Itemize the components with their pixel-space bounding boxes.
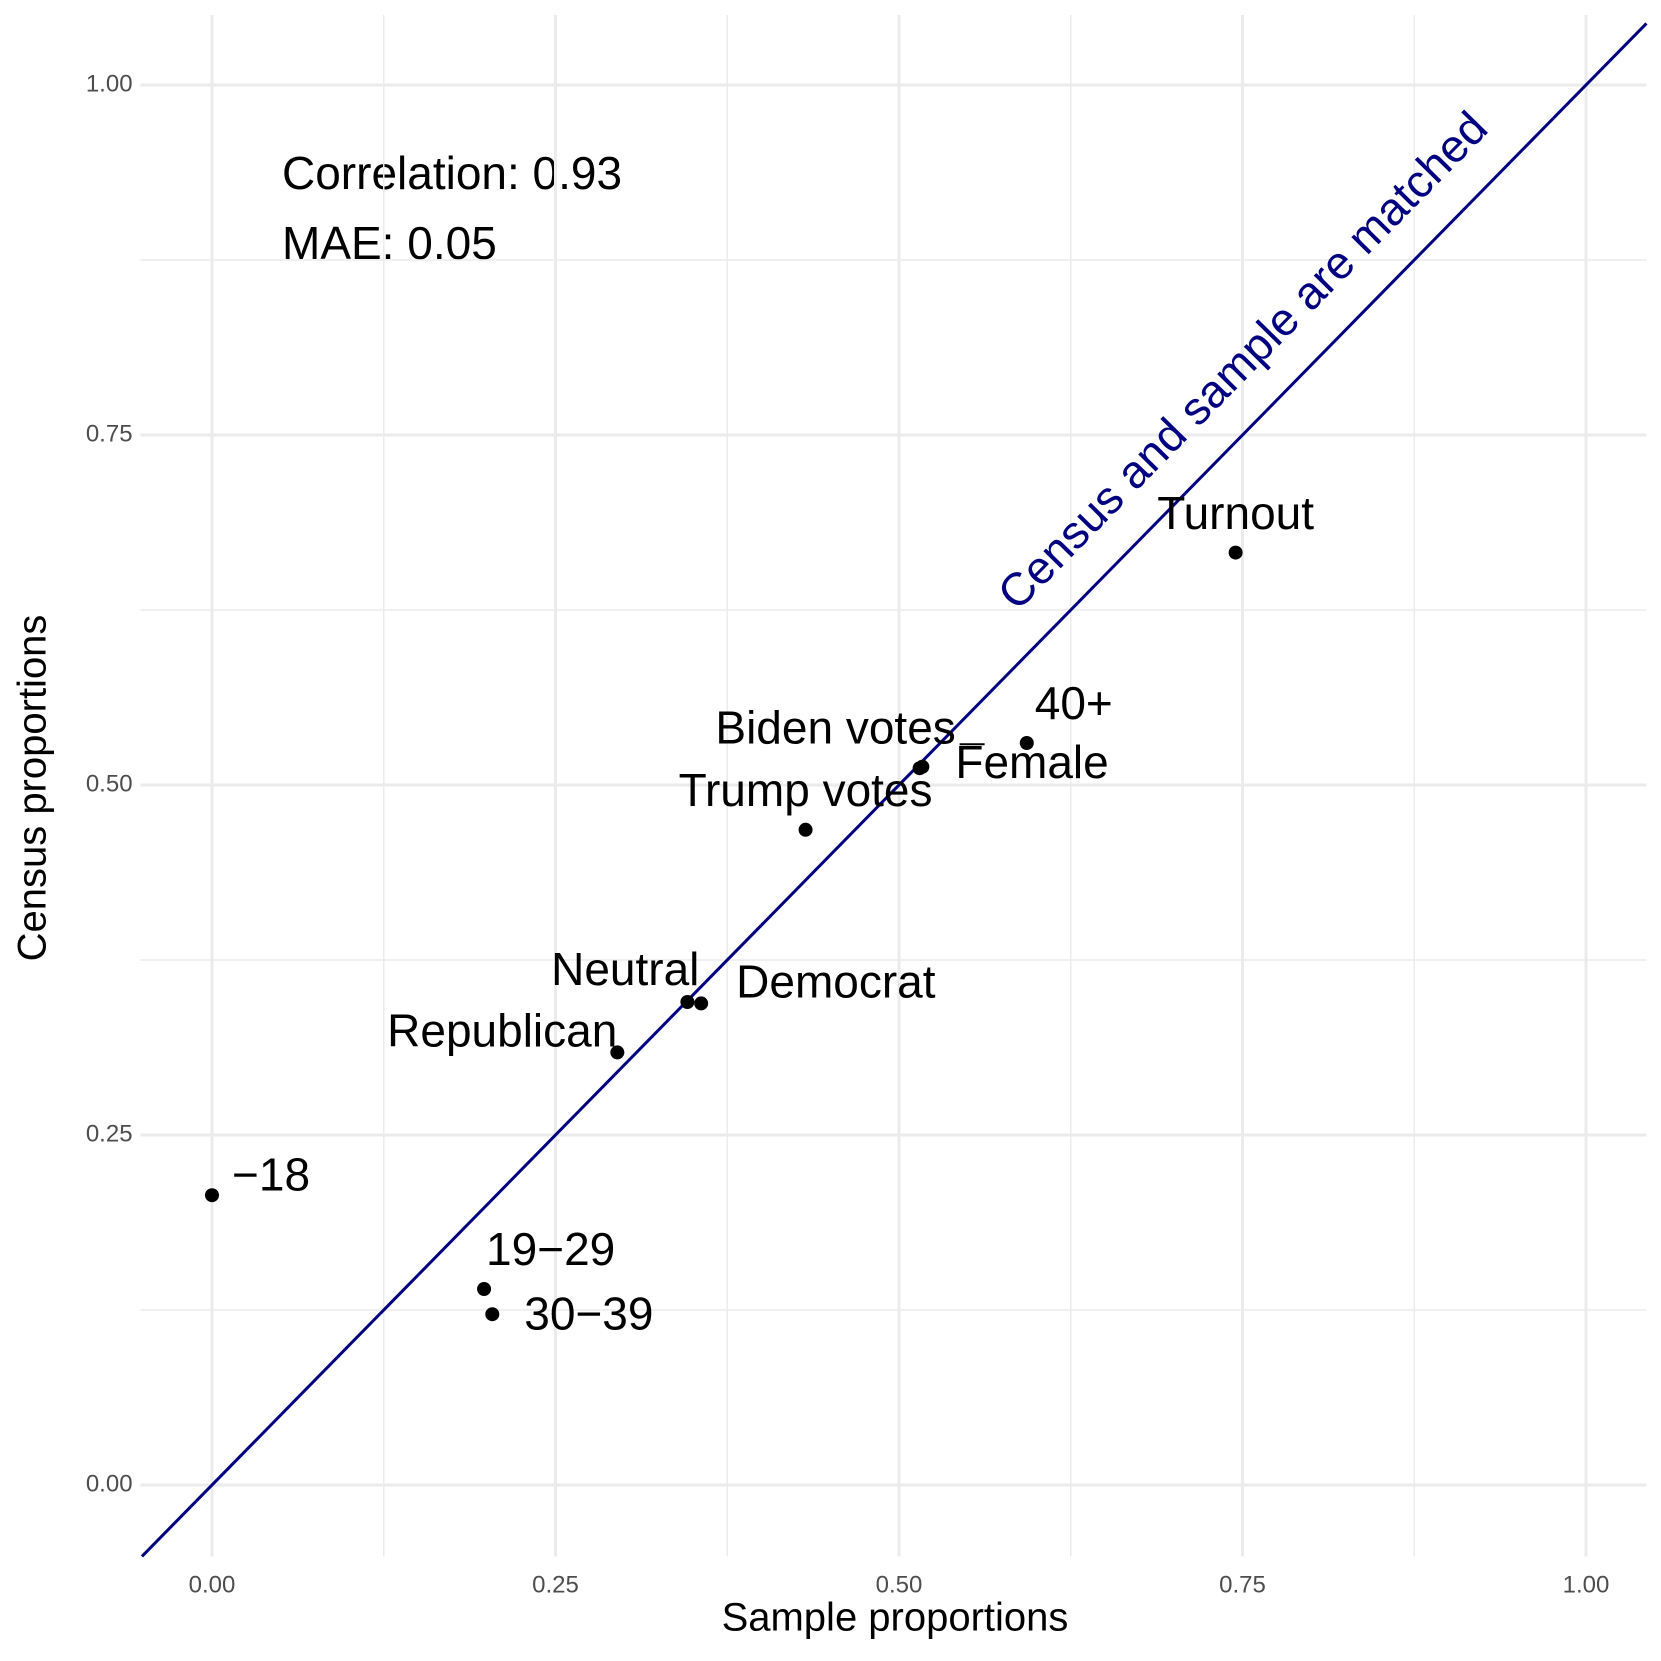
point-label: 40+ (1035, 677, 1113, 729)
point (798, 822, 813, 837)
x-tick-label: 0.25 (532, 1572, 579, 1599)
x-tick-label: 1.00 (1563, 1572, 1610, 1599)
point (1019, 736, 1034, 750)
point (610, 1045, 625, 1060)
x-tick-label: 0.00 (189, 1572, 236, 1599)
point-label: Republican (387, 1005, 617, 1057)
y-tick-label: 0.25 (86, 1120, 133, 1147)
x-tick-label: 0.50 (876, 1572, 923, 1599)
point (485, 1307, 500, 1322)
reference-line (140, 22, 1648, 1558)
y-tick-label: 1.00 (86, 70, 133, 97)
y-tick-label: 0.00 (86, 1470, 133, 1497)
point (477, 1282, 492, 1296)
point-label: Neutral (551, 943, 699, 995)
point-label: Democrat (736, 956, 936, 1008)
point (680, 995, 695, 1009)
point-label: 30−39 (524, 1287, 653, 1339)
annotation: Correlation: 0.93 (282, 147, 622, 199)
point (694, 996, 709, 1011)
point-label: Trump votes (679, 764, 933, 816)
point-label: 19−29 (486, 1223, 615, 1275)
point (915, 759, 930, 774)
x-tick-label: 0.75 (1219, 1572, 1266, 1599)
y-axis-title: Census proportions (11, 615, 55, 962)
annotation: MAE: 0.05 (282, 217, 497, 269)
point-label: Turnout (1157, 487, 1314, 539)
point (205, 1188, 219, 1203)
point-label: Biden votes (715, 701, 955, 753)
point (1228, 545, 1243, 560)
x-axis-title: Sample proportions (722, 1596, 1069, 1640)
y-tick-label: 0.50 (86, 770, 133, 797)
y-tick-label: 0.75 (86, 420, 133, 447)
point-label: −18 (232, 1148, 310, 1200)
